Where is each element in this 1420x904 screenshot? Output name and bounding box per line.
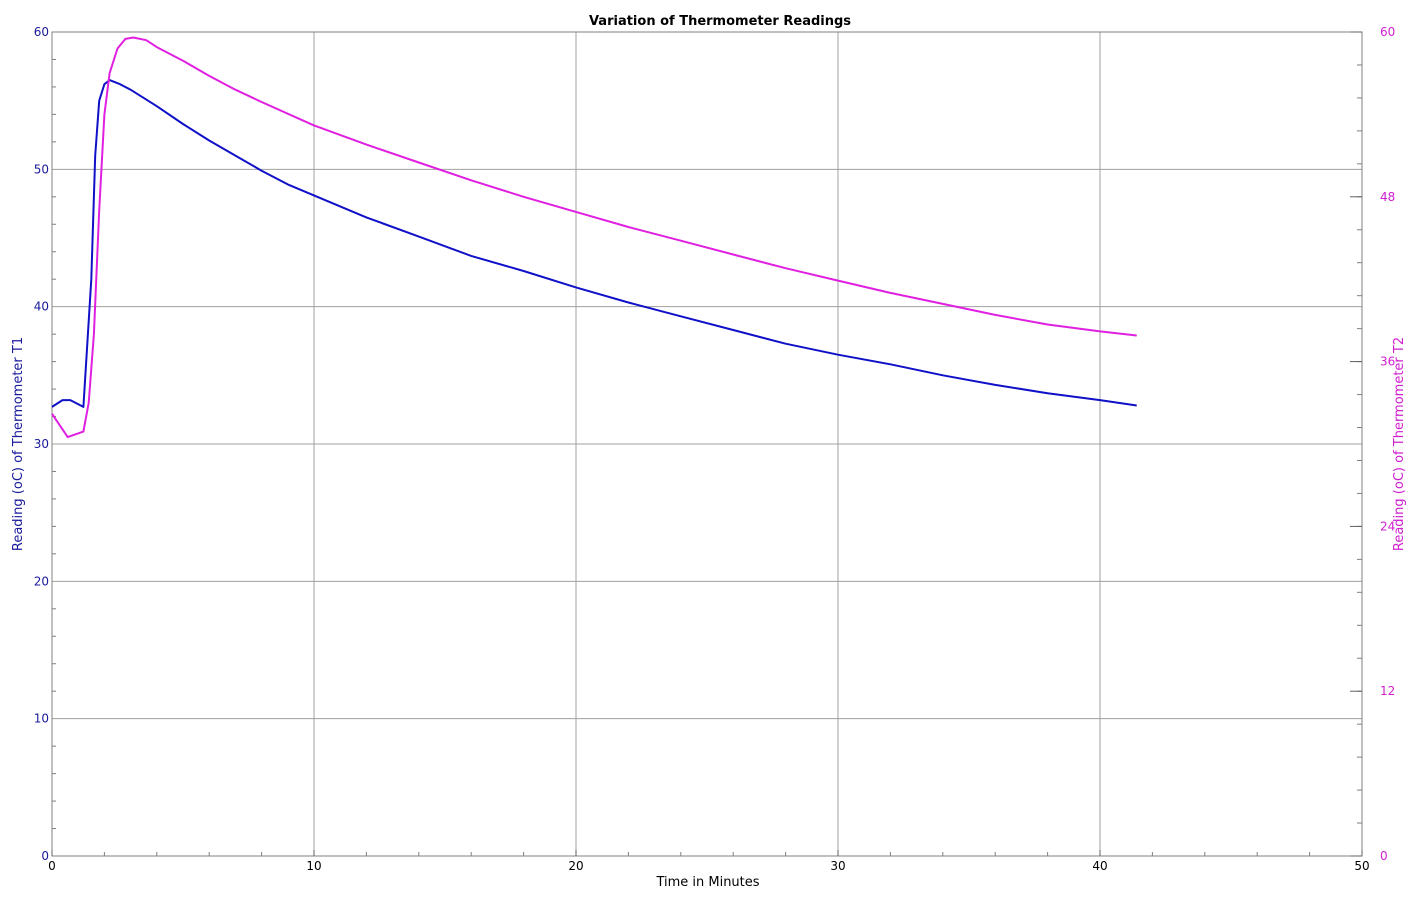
y-left-tick-label: 10 [34, 712, 49, 726]
x-tick-label: 10 [306, 859, 321, 873]
y-left-tick-label: 60 [34, 25, 49, 39]
x-tick-label: 30 [830, 859, 845, 873]
y-left-tick-label: 20 [34, 574, 49, 588]
y-right-tick-label: 48 [1380, 190, 1395, 204]
x-tick-label: 50 [1354, 859, 1369, 873]
x-axis-label: Time in Minutes [655, 875, 759, 890]
chart-title: Variation of Thermometer Readings [589, 14, 851, 29]
y-right-tick-label: 12 [1380, 684, 1395, 698]
y-left-tick-label: 50 [34, 162, 49, 176]
grid [52, 32, 1362, 856]
series-line-t2 [51, 36, 1137, 439]
x-tick-label: 20 [568, 859, 583, 873]
y-right-tick-label: 60 [1380, 25, 1395, 39]
x-tick-label: 0 [48, 859, 56, 873]
x-axis-ticks: 0 10 20 30 40 50 [48, 850, 1370, 873]
minor-ticks [52, 31, 1362, 856]
y-axis-left-ticks: 0 10 20 30 40 50 60 [34, 25, 49, 863]
y-left-tick-label: 40 [34, 300, 49, 314]
y-right-tick-label: 36 [1380, 355, 1395, 369]
y-axis-left-label: Reading (oC) of Thermometer T1 [11, 337, 26, 551]
x-tick-label: 40 [1092, 859, 1107, 873]
plot-frame [51, 31, 1363, 857]
series-layer [51, 36, 1137, 439]
y-axis-right-ticks: 0 12 24 36 48 60 [1350, 25, 1395, 863]
y-left-tick-label: 30 [34, 437, 49, 451]
y-right-tick-label: 0 [1380, 849, 1388, 863]
y-left-tick-label: 0 [41, 849, 49, 863]
y-right-tick-label: 24 [1380, 519, 1395, 533]
series-line-t1 [51, 79, 1137, 408]
y-axis-right-label: Reading (oC) of Thermometer T2 [1392, 337, 1407, 551]
